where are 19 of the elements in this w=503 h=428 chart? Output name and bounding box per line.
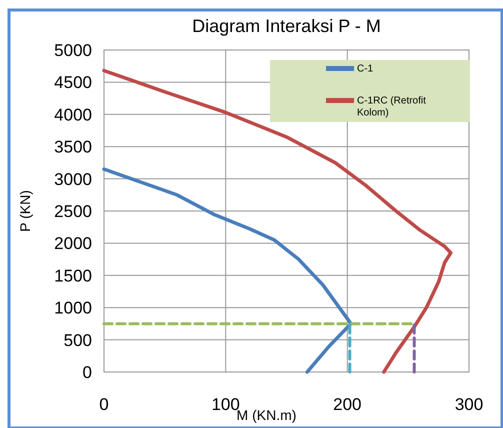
y-tick-label: 5000 [54, 40, 92, 60]
y-tick-label: 3000 [54, 170, 92, 189]
y-tick-label: 1000 [54, 298, 92, 318]
legend-label: C-1RC (Retrofit Kolom) [357, 96, 426, 118]
x-tick-label: 0 [99, 395, 109, 414]
y-tick-label: 4500 [54, 73, 92, 92]
y-tick-label: 3500 [54, 138, 92, 157]
x-tick-label: 300 [454, 395, 484, 414]
x-tick-label: 200 [333, 395, 362, 414]
y-tick-label: 0 [82, 362, 92, 382]
y-tick-label: 1500 [54, 266, 92, 286]
y-tick-label: 2000 [54, 234, 92, 254]
y-tick-label: 4000 [54, 105, 92, 124]
legend-label: C-1 [357, 64, 374, 74]
y-tick-label: 2500 [54, 202, 92, 221]
y-axis-title: P (KN) [17, 190, 33, 232]
chart-title: Diagram Interaksi P - M [192, 16, 381, 36]
line-series [102, 167, 353, 374]
y-tick-label: 500 [64, 330, 92, 350]
